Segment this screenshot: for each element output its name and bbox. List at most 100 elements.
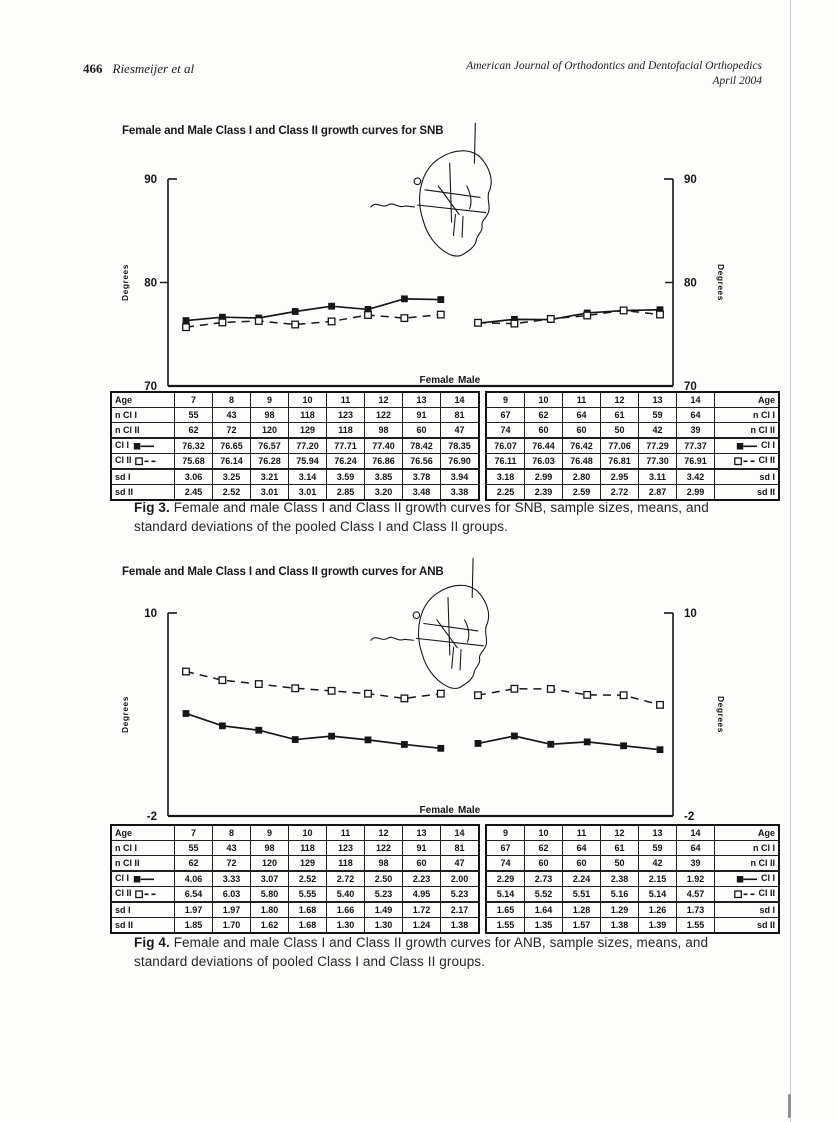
table-cell: 1.29 (600, 901, 639, 918)
legend-filled-square-solid-line-icon (737, 442, 758, 450)
table-cell: 76.65 (212, 437, 251, 454)
table-cell: 2.59 (562, 484, 601, 501)
table-cell: 76.42 (562, 437, 601, 454)
row-label: Cl I (110, 870, 175, 887)
table-cell: 2.24 (562, 870, 601, 887)
table-row: n Cl II 62 72 120 129 118 98 60 47 (110, 422, 480, 439)
table-cell: 62 (174, 422, 213, 439)
table-cell: 3.33 (212, 870, 251, 887)
fig3-caption: Fig 3. Female and male Class I and Class… (134, 498, 722, 536)
svg-text:10: 10 (144, 608, 157, 620)
table-cell: 42 (638, 422, 677, 439)
table-cell: 2.73 (524, 870, 563, 887)
table-cell: 62 (524, 840, 563, 856)
table-cell: 59 (638, 840, 677, 856)
table-cell: 5.23 (440, 886, 480, 903)
table-cell: 14 (676, 824, 715, 841)
table-cell: 77.40 (364, 437, 403, 454)
table-cell: 11 (562, 824, 601, 841)
table-cell: 14 (676, 391, 715, 408)
fig4-caption: Fig 4. Female and male Class I and Class… (134, 933, 722, 971)
table-cell: 1.65 (485, 901, 525, 918)
class-ii-series (474, 684, 664, 709)
table-cell: 10 (288, 391, 327, 408)
table-cell: 3.11 (638, 468, 677, 485)
table-cell: 7 (174, 391, 213, 408)
row-label: sd I (714, 901, 780, 918)
table-cell: 1.38 (600, 917, 639, 934)
table-cell: 2.29 (485, 870, 525, 887)
table-cell: 3.78 (402, 468, 441, 485)
table-cell: 123 (326, 407, 365, 423)
table-row: 9 10 11 12 13 14 Age (485, 824, 780, 841)
y-axis-label-left: Degrees (120, 264, 130, 301)
male-panel-label: Male (458, 375, 481, 386)
table-cell: 64 (562, 407, 601, 423)
y-axis-label-right: Degrees (716, 264, 726, 301)
table-cell: 47 (440, 855, 480, 872)
table-cell: 14 (440, 391, 480, 408)
table-cell: 59 (638, 407, 677, 423)
table-cell: 2.00 (440, 870, 480, 887)
row-label: Cl I (714, 437, 780, 454)
cephalometric-tracing-illustration (370, 557, 490, 689)
row-label: Age (714, 391, 780, 408)
row-label: sd I (714, 468, 780, 485)
table-cell: 1.49 (364, 901, 403, 918)
table-cell: 76.90 (440, 453, 480, 470)
y-axis-label-left: Degrees (120, 696, 130, 733)
table-row: Cl II 75.68 76.14 76.28 75.94 76.24 76.86 76.5… (110, 453, 480, 470)
table-cell: 10 (288, 824, 327, 841)
running-head-authors: Riesmeijer et al (112, 61, 195, 76)
table-cell: 64 (676, 407, 715, 423)
female-panel-label: Female (420, 375, 455, 386)
table-cell: 2.17 (440, 901, 480, 918)
table-cell: 64 (676, 840, 715, 856)
table-cell: 1.68 (288, 917, 327, 934)
row-label: sd I (110, 901, 175, 918)
table-cell: 1.28 (562, 901, 601, 918)
table-cell: 13 (402, 391, 441, 408)
table-cell: 3.59 (326, 468, 365, 485)
table-cell: 64 (562, 840, 601, 856)
row-label: sd II (714, 917, 780, 934)
table-cell: 11 (326, 391, 365, 408)
issue-date: April 2004 (712, 74, 762, 87)
table-cell: 12 (600, 824, 639, 841)
fig3-caption-text: Female and male Class I and Class II gro… (134, 500, 709, 535)
table-cell: 1.24 (402, 917, 441, 934)
table-row: 74 60 60 50 42 39 n Cl II (485, 855, 780, 872)
table-cell: 12 (600, 391, 639, 408)
table-cell: 5.40 (326, 886, 365, 903)
row-label: sd II (714, 484, 780, 501)
class-i-series (474, 732, 664, 754)
row-label: Cl I (110, 437, 175, 454)
table-cell: 55 (174, 840, 213, 856)
table-cell: 5.16 (600, 886, 639, 903)
table-cell: 9 (485, 391, 525, 408)
table-cell: 13 (638, 391, 677, 408)
table-cell: 91 (402, 407, 441, 423)
table-cell: 3.94 (440, 468, 480, 485)
table-cell: 67 (485, 407, 525, 423)
table-cell: 5.52 (524, 886, 563, 903)
table-cell: 1.55 (485, 917, 525, 934)
svg-text:80: 80 (684, 278, 697, 290)
table-cell: 60 (562, 855, 601, 872)
table-cell: 1.30 (326, 917, 365, 934)
table-row: 1.55 1.35 1.57 1.38 1.39 1.55 sd II (485, 917, 780, 934)
table-cell: 77.37 (676, 437, 715, 454)
row-label: Age (110, 824, 175, 841)
table-row: sd II 2.45 2.52 3.01 3.01 2.85 3.20 3.48 3.38 (110, 484, 480, 501)
table-cell: 60 (524, 422, 563, 439)
table-row: 9 10 11 12 13 14 Age (485, 391, 780, 408)
table-cell: 47 (440, 422, 480, 439)
row-label: Cl II (714, 886, 780, 903)
row-label: n Cl I (714, 840, 780, 856)
table-cell: 8 (212, 824, 251, 841)
growth-data-table-female: Age 7 8 9 10 11 12 13 14 n Cl I 55 43 98 118 123 122 91 8… (110, 391, 480, 501)
table-row: Age 7 8 9 10 11 12 13 14 (110, 824, 480, 841)
table-cell: 129 (288, 855, 327, 872)
table-cell: 43 (212, 407, 251, 423)
table-row: Cl I 76.32 76.65 76.57 77.20 77.71 77.40 78.42… (110, 437, 480, 454)
